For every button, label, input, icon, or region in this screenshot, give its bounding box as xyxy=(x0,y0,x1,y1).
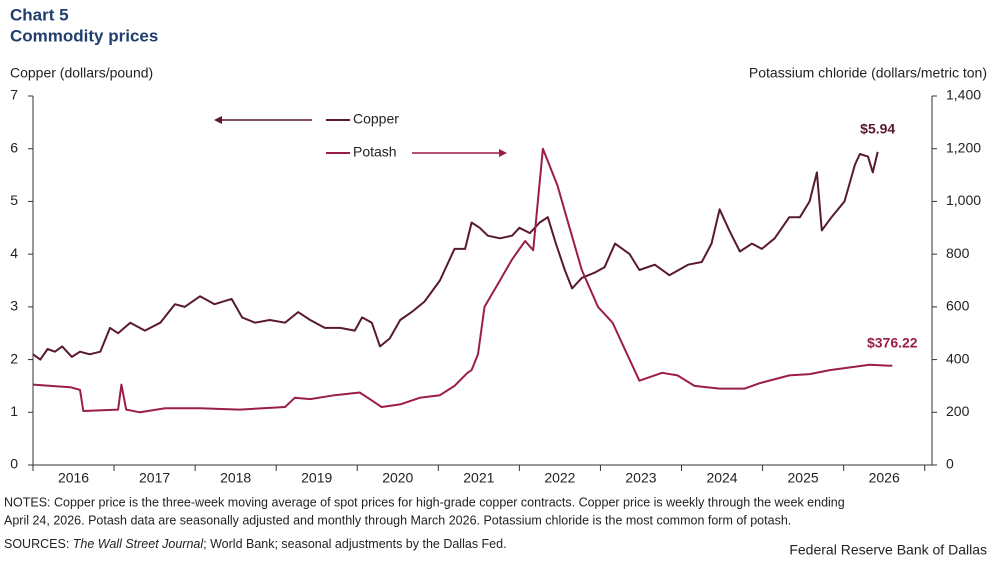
x-tick-label: 2020 xyxy=(382,470,413,486)
y2-tick-label: 1,400 xyxy=(946,87,981,103)
y2-tick-label: 1,000 xyxy=(946,192,981,208)
x-tick-label: 2017 xyxy=(139,470,170,486)
x-tick-label: 2016 xyxy=(58,470,89,486)
y2-tick-label: 200 xyxy=(946,403,970,419)
chart-subtitle: Commodity prices xyxy=(10,26,158,45)
legend-label: Potash xyxy=(353,144,397,160)
end-label: $5.94 xyxy=(860,121,895,137)
x-tick-label: 2021 xyxy=(463,470,494,486)
y2-tick-label: 1,200 xyxy=(946,139,981,155)
legend-arrowhead xyxy=(499,149,507,157)
y-tick-label: 3 xyxy=(10,298,18,314)
credit: Federal Reserve Bank of Dallas xyxy=(789,542,987,558)
y2-tick-label: 400 xyxy=(946,350,970,366)
y-tick-label: 0 xyxy=(10,456,18,472)
sources-part: ; World Bank; seasonal adjustments by th… xyxy=(203,537,506,551)
x-tick-label: 2023 xyxy=(625,470,656,486)
y-tick-label: 2 xyxy=(10,350,18,366)
legend-label: Copper xyxy=(353,111,399,127)
x-tick-label: 2024 xyxy=(706,470,737,486)
x-tick-label: 2026 xyxy=(869,470,900,486)
legend-arrowhead xyxy=(214,116,222,124)
note: April 24, 2026. Potash data are seasonal… xyxy=(4,513,791,527)
y2-tick-label: 0 xyxy=(946,456,954,472)
sources-part: SOURCES: xyxy=(4,537,73,551)
x-tick-label: 2018 xyxy=(220,470,251,486)
note: NOTES: Copper price is the three-week mo… xyxy=(4,495,845,509)
y-axis-label: Copper (dollars/pound) xyxy=(10,65,153,81)
line-series xyxy=(32,151,879,361)
y-tick-label: 6 xyxy=(10,139,18,155)
x-tick-label: 2019 xyxy=(301,470,332,486)
chart-title: Chart 5 xyxy=(10,5,69,24)
sources-part: The Wall Street Journal xyxy=(73,537,205,551)
y2-tick-label: 800 xyxy=(946,245,970,261)
y-tick-label: 1 xyxy=(10,403,18,419)
y2-tick-label: 600 xyxy=(946,298,970,314)
end-label: $376.22 xyxy=(867,335,918,351)
x-tick-label: 2025 xyxy=(788,470,819,486)
y-tick-label: 4 xyxy=(10,245,18,261)
x-tick-label: 2022 xyxy=(544,470,575,486)
y2-axis-label: Potassium chloride (dollars/metric ton) xyxy=(749,65,987,81)
y-tick-label: 5 xyxy=(10,192,18,208)
line-series xyxy=(32,147,893,414)
y-tick-label: 7 xyxy=(10,87,18,103)
sources: SOURCES: The Wall Street Journal; World … xyxy=(4,537,507,551)
